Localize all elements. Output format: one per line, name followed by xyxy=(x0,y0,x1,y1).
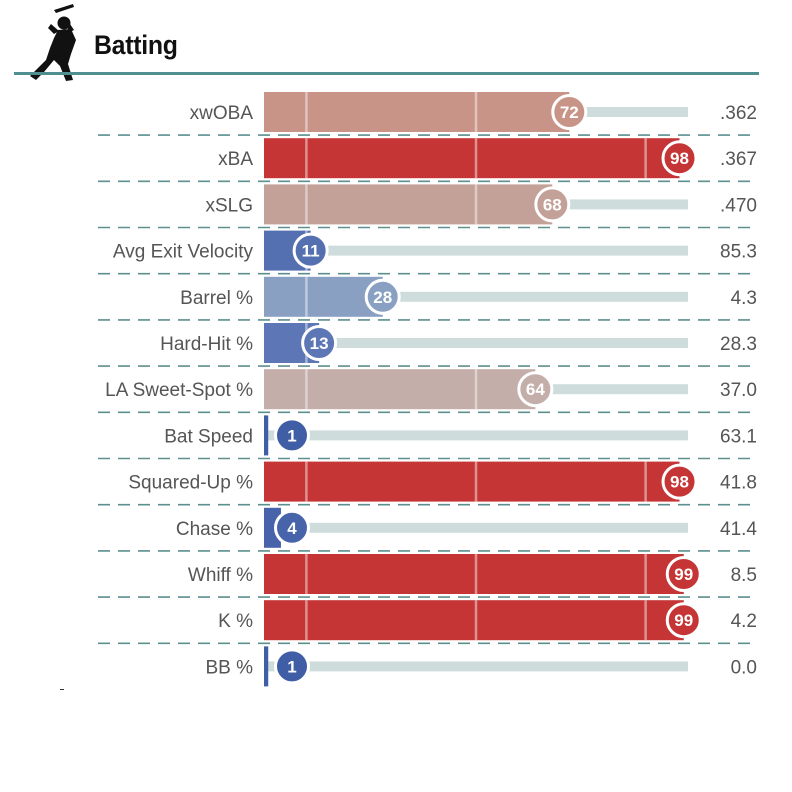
percentile-circle xyxy=(274,417,310,454)
metric-label: Avg Exit Velocity xyxy=(113,242,254,263)
page-title: Batting xyxy=(94,30,178,60)
metric-label: Chase % xyxy=(176,519,253,540)
metric-value: 85.3 xyxy=(720,242,757,263)
percentile-bar xyxy=(264,276,383,317)
percentile-label: 1 xyxy=(287,657,296,676)
metric-value: 4.2 xyxy=(731,611,757,632)
percentile-circle xyxy=(661,463,698,500)
percentile-label: 1 xyxy=(287,426,296,445)
percentile-circle xyxy=(534,186,571,223)
percentile-circle xyxy=(301,325,338,361)
metric-label: LA Sweet-Spot % xyxy=(105,380,253,401)
percentile-track xyxy=(264,430,688,441)
metric-value: .362 xyxy=(720,103,757,124)
percentile-circle xyxy=(665,602,702,639)
percentile-label: 11 xyxy=(302,242,320,261)
percentile-circle xyxy=(274,648,310,685)
metric-label: xBA xyxy=(218,149,253,170)
percentile-circle xyxy=(551,94,588,130)
percentile-bar xyxy=(264,415,269,456)
percentile-label: 98 xyxy=(670,149,689,168)
percentile-circle xyxy=(665,556,702,592)
percentile-label: 99 xyxy=(674,565,693,584)
percentile-circle xyxy=(364,278,401,315)
batter-silhouette-icon xyxy=(30,4,76,81)
percentile-circle xyxy=(274,509,310,546)
metric-label: Bat Speed xyxy=(164,426,253,447)
percentile-label: 28 xyxy=(373,288,392,307)
metric-label: xwOBA xyxy=(190,103,254,124)
metric-value: 63.1 xyxy=(720,426,757,447)
percentile-bar xyxy=(264,507,281,548)
metric-label: xSLG xyxy=(205,195,253,216)
percentile-bar xyxy=(264,92,570,132)
percentile-label: 68 xyxy=(543,195,562,214)
percentile-label: 13 xyxy=(310,334,329,353)
metric-value: .367 xyxy=(720,149,757,170)
metric-value: 28.3 xyxy=(720,334,757,355)
percentile-track xyxy=(264,245,688,256)
percentile-bar xyxy=(264,461,680,502)
percentile-bar xyxy=(264,646,269,687)
percentile-label: 72 xyxy=(560,103,579,122)
percentile-circle xyxy=(517,371,554,408)
metric-value: 0.0 xyxy=(731,657,757,678)
percentile-track xyxy=(264,291,688,302)
percentile-label: 99 xyxy=(674,611,693,630)
percentile-circle xyxy=(292,232,329,269)
metric-value: 41.8 xyxy=(720,473,757,494)
percentile-bar xyxy=(264,138,680,179)
percentile-label: 98 xyxy=(670,473,689,492)
percentile-bar xyxy=(264,184,553,225)
percentile-track xyxy=(264,661,688,672)
percentile-track xyxy=(264,522,688,533)
percentile-bar xyxy=(264,600,684,641)
metric-label: K % xyxy=(218,611,253,632)
metric-label: Squared-Up % xyxy=(128,473,253,494)
metric-label: Hard-Hit % xyxy=(160,334,253,355)
metric-value: 8.5 xyxy=(731,565,757,586)
percentile-bar xyxy=(264,369,536,410)
metric-label: Barrel % xyxy=(180,288,253,309)
metric-value: .470 xyxy=(720,195,757,216)
footer-mark xyxy=(60,689,64,690)
percentile-label: 4 xyxy=(287,519,297,538)
metric-value: 4.3 xyxy=(731,288,757,309)
metric-value: 37.0 xyxy=(720,380,757,401)
metric-label: Whiff % xyxy=(188,565,253,586)
percentile-label: 64 xyxy=(526,380,545,399)
metric-label: BB % xyxy=(205,657,253,678)
metric-value: 41.4 xyxy=(720,519,757,540)
percentile-track xyxy=(264,338,688,348)
percentile-circle xyxy=(661,140,698,177)
percentile-bar xyxy=(264,554,684,594)
title-underline xyxy=(14,72,759,75)
